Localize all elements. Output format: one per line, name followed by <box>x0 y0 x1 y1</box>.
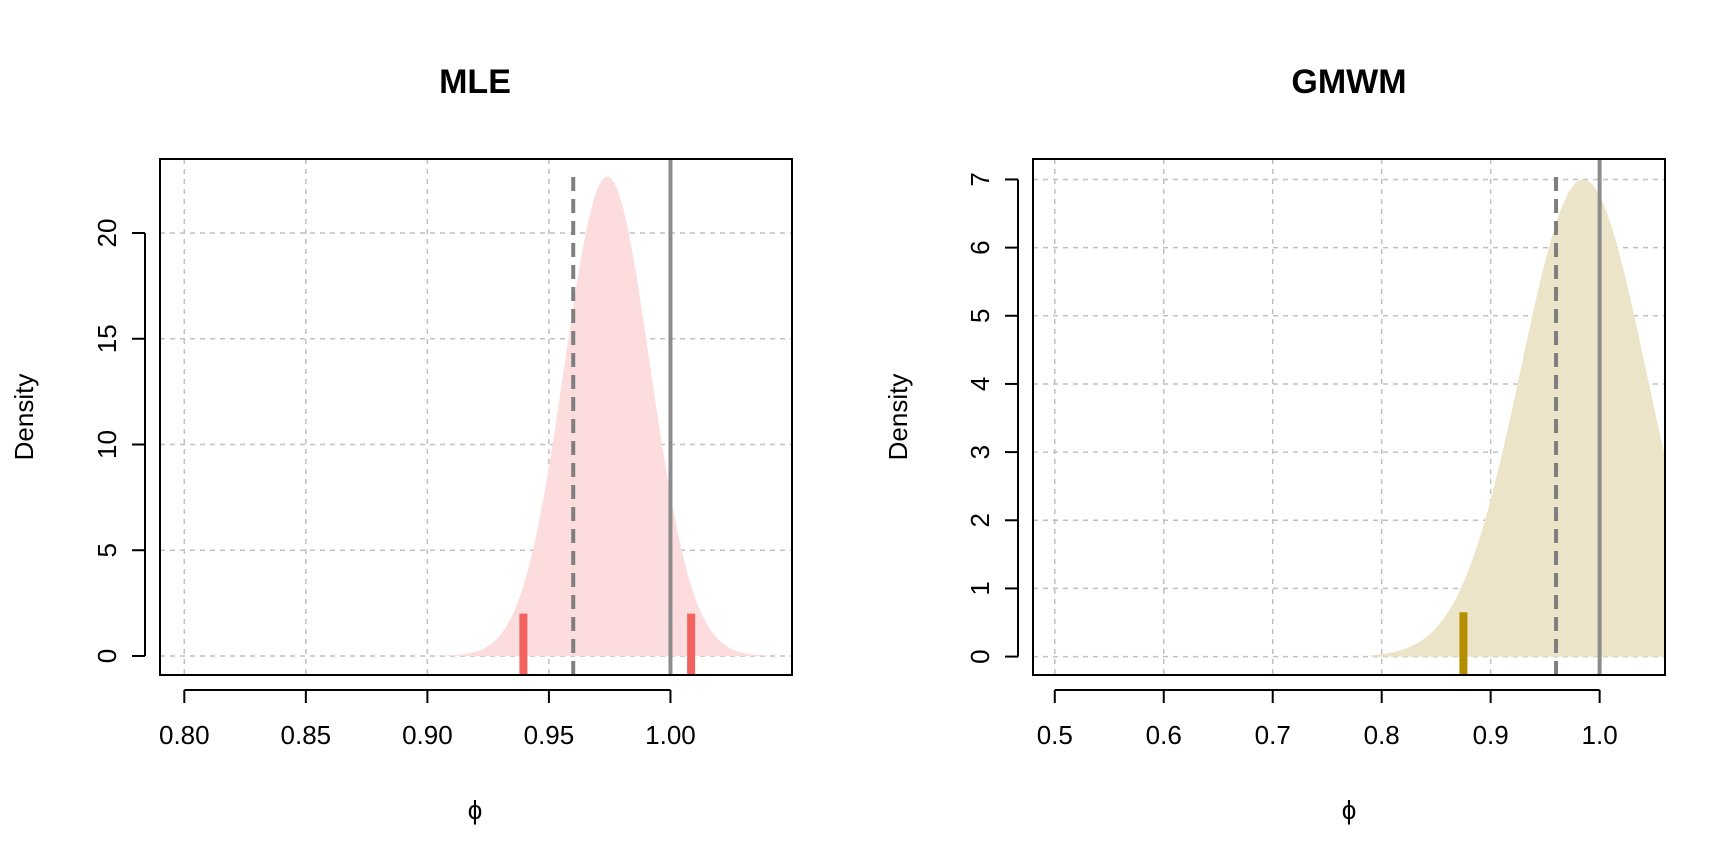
gmwm-x-tick-label-0: 0.5 <box>1037 720 1073 750</box>
gmwm-x-tick-label-2: 0.7 <box>1255 720 1291 750</box>
gmwm-x-axis-label: ϕ <box>1342 795 1357 825</box>
gmwm-y-tick-label-0: 0 <box>965 649 995 663</box>
gmwm-title: GMWM <box>1291 63 1406 101</box>
mle-y-axis-label: Density <box>9 374 39 461</box>
gmwm-reference-lines <box>1554 159 1602 675</box>
mle-x-tick-label-0: 0.80 <box>159 720 210 750</box>
mle-x-tick-label-3: 0.95 <box>524 720 575 750</box>
gmwm-x-tick-label-5: 1.0 <box>1582 720 1618 750</box>
gmwm-y-tick-label-4: 4 <box>965 377 995 391</box>
gmwm-x-tick-label-1: 0.6 <box>1146 720 1182 750</box>
mle-plot-frame <box>159 158 793 676</box>
gmwm-y-axis-label: Density <box>883 374 913 461</box>
gmwm-panel: GMWM 0.5 0.6 0.7 0.8 0.9 1.0 0 1 2 3 4 5 6 7 ϕ Densi… <box>883 63 1666 825</box>
mle-grid <box>160 159 792 675</box>
mle-y-tick-label-4: 20 <box>92 219 122 248</box>
gmwm-y-tick-label-5: 5 <box>965 309 995 323</box>
mle-y-tick-label-0: 0 <box>92 649 122 663</box>
mle-x-tick-label-2: 0.90 <box>402 720 453 750</box>
mle-x-axis-label: ϕ <box>468 795 483 825</box>
gmwm-y-tick-label-6: 6 <box>965 240 995 254</box>
mle-interval-markers <box>519 613 696 675</box>
mle-y-axis: 0 5 10 15 20 <box>92 219 146 663</box>
gmwm-x-axis: 0.5 0.6 0.7 0.8 0.9 1.0 <box>1037 689 1618 750</box>
gmwm-density <box>1370 179 1665 657</box>
mle-panel: MLE 0.80 0.85 0.90 0.95 1.00 0 5 10 15 20 ϕ Dens… <box>9 63 793 825</box>
gmwm-x-tick-label-3: 0.8 <box>1364 720 1400 750</box>
gmwm-y-tick-label-3: 3 <box>965 445 995 459</box>
gmwm-density-area <box>1370 179 1665 657</box>
mle-density-area <box>427 176 768 656</box>
mle-x-tick-label-4: 1.00 <box>645 720 696 750</box>
mle-y-tick-label-3: 15 <box>92 324 122 353</box>
gmwm-plot-frame <box>1032 158 1666 676</box>
mle-y-tick-label-1: 5 <box>92 543 122 557</box>
gmwm-y-tick-label-7: 7 <box>965 172 995 186</box>
gmwm-x-tick-label-4: 0.9 <box>1473 720 1509 750</box>
mle-y-tick-label-2: 10 <box>92 430 122 459</box>
mle-reference-lines <box>571 159 673 675</box>
mle-title: MLE <box>439 63 511 101</box>
mle-density <box>427 176 768 656</box>
mle-x-tick-label-1: 0.85 <box>281 720 332 750</box>
gmwm-y-tick-label-2: 2 <box>965 513 995 527</box>
mle-x-axis: 0.80 0.85 0.90 0.95 1.00 <box>159 689 696 750</box>
gmwm-y-tick-label-1: 1 <box>965 581 995 595</box>
gmwm-y-axis: 0 1 2 3 4 5 6 7 <box>965 172 1019 664</box>
